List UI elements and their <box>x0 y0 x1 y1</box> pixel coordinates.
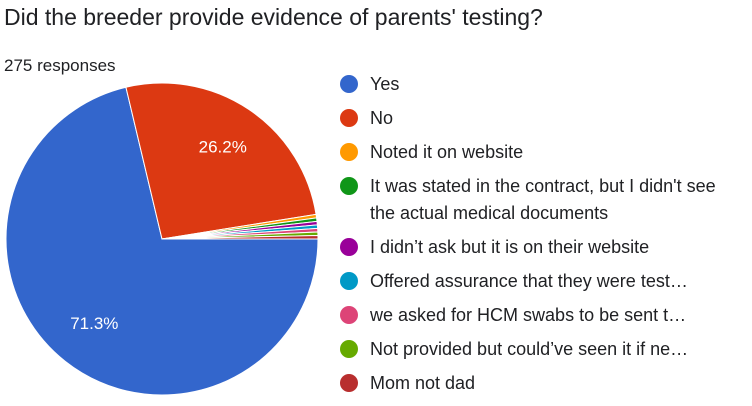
legend-swatch <box>340 374 358 392</box>
legend-item: It was stated in the contract, but I did… <box>338 173 748 227</box>
legend-label: we asked for HCM swabs to be sent t… <box>370 305 687 325</box>
chart-title: Did the breeder provide evidence of pare… <box>4 4 543 30</box>
pie-slice <box>5 86 319 396</box>
legend-item: Offered assurance that they were test… <box>338 268 748 295</box>
legend-swatch <box>340 272 358 290</box>
chart: 71.3% 26.2% <box>5 82 319 396</box>
legend-label: No <box>370 108 394 128</box>
legend-label: Mom not dad <box>370 373 476 393</box>
legend-swatch <box>340 75 358 93</box>
legend-swatch <box>340 143 358 161</box>
legend-label: Noted it on website <box>370 142 524 162</box>
legend-swatch <box>340 177 358 195</box>
legend-item: Yes <box>338 71 748 98</box>
legend-label: I didn’t ask but it is on their website <box>370 237 650 257</box>
pie-slice <box>161 234 319 240</box>
legend-item: I didn’t ask but it is on their website <box>338 234 748 261</box>
legend-label: It was stated in the contract, but I did… <box>370 176 716 223</box>
legend-item: we asked for HCM swabs to be sent t… <box>338 302 748 329</box>
legend-swatch <box>340 340 358 358</box>
slice-label: 26.2% <box>199 138 247 157</box>
legend-swatch <box>340 238 358 256</box>
pie-slice <box>125 82 317 240</box>
legend-swatch <box>340 306 358 324</box>
legend: Yes No Noted it on website It was stated in… <box>338 71 748 404</box>
legend-label: Offered assurance that they were test… <box>370 271 688 291</box>
response-count: 275 responses <box>4 56 116 75</box>
legend-swatch <box>340 109 358 127</box>
slice-label: 71.3% <box>70 314 118 333</box>
legend-item: No <box>338 105 748 132</box>
legend-item: Noted it on website <box>338 139 748 166</box>
legend-item: Not provided but could’ve seen it if ne… <box>338 336 748 363</box>
legend-label: Not provided but could’ve seen it if ne… <box>370 339 689 359</box>
legend-item: Mom not dad <box>338 370 748 397</box>
legend-label: Yes <box>370 74 400 94</box>
